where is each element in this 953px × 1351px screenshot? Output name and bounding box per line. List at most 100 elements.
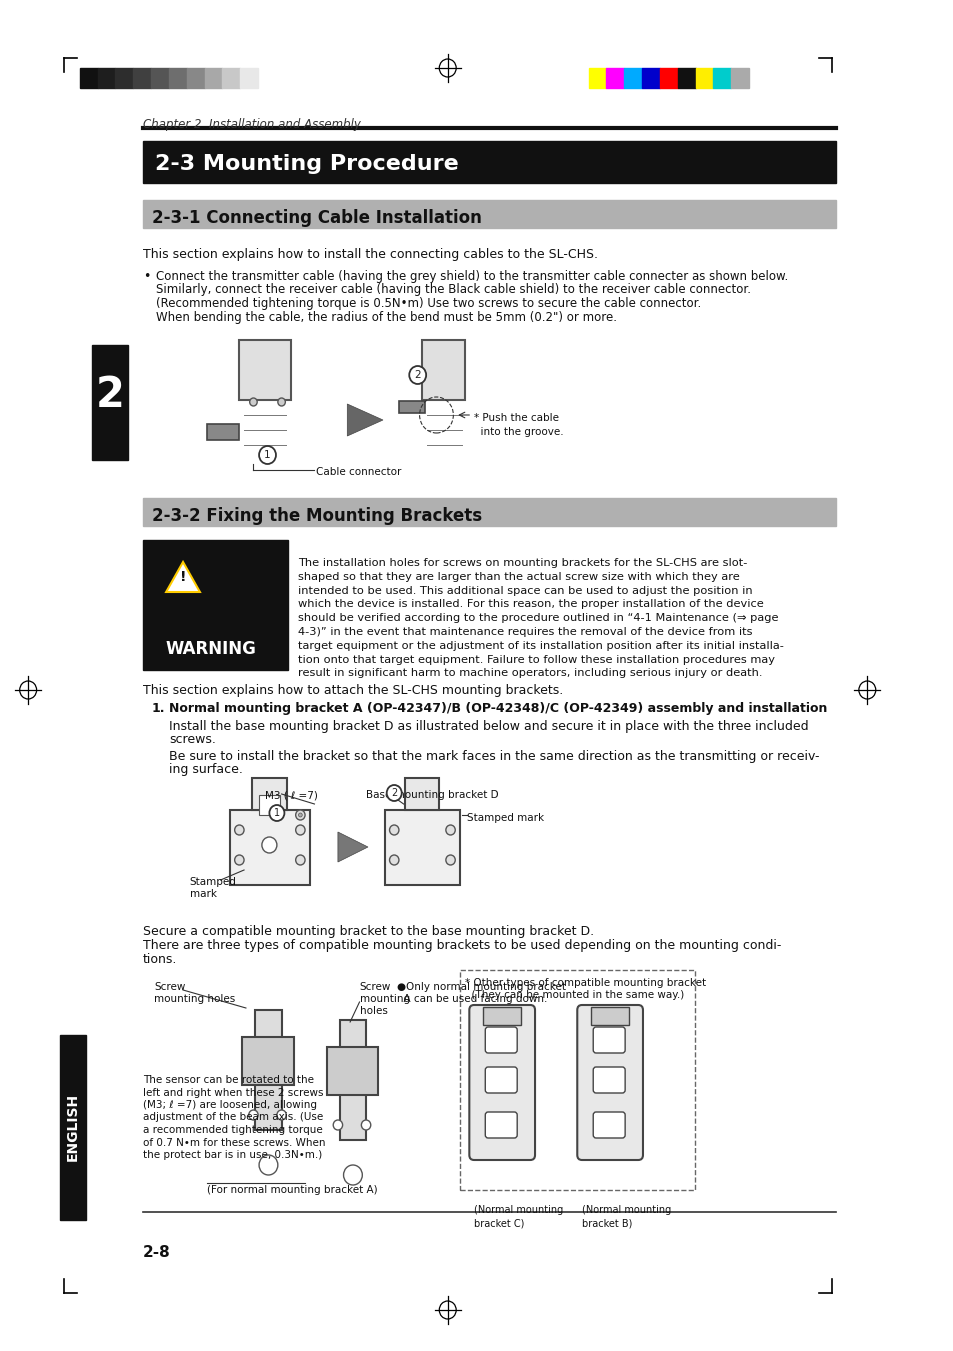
Text: (M3; ℓ =7) are loosened, allowing: (M3; ℓ =7) are loosened, allowing [143,1100,316,1111]
Circle shape [386,785,401,801]
Text: 2: 2 [95,374,124,416]
Text: bracket B): bracket B) [581,1219,632,1228]
FancyBboxPatch shape [485,1067,517,1093]
Circle shape [389,855,398,865]
Circle shape [295,855,305,865]
Bar [91,345,128,459]
Bar [591,1006,628,1025]
Text: ●Only normal mounting bracket: ●Only normal mounting bracket [396,982,565,992]
Polygon shape [347,404,382,436]
Bar [339,1020,366,1140]
Circle shape [295,825,305,835]
Circle shape [234,825,244,835]
Bar [206,424,239,440]
Text: 2-8: 2-8 [143,1246,171,1260]
Text: There are three types of compatible mounting brackets to be used depending on th: There are three types of compatible moun… [143,939,781,952]
Bar [97,68,115,88]
Circle shape [409,366,426,384]
Text: a recommended tightening torque: a recommended tightening torque [143,1125,322,1135]
Text: Similarly, connect the receiver cable (having the Black cable shield) to the rec: Similarly, connect the receiver cable (h… [155,284,750,296]
Text: 2: 2 [391,788,397,798]
Bar [222,68,240,88]
Text: The installation holes for screws on mounting brackets for the SL-CHS are slot-: The installation holes for screws on mou… [298,558,747,567]
Text: tion onto that target equipment. Failure to follow these installation procedures: tion onto that target equipment. Failure… [298,655,775,665]
Bar [239,340,291,400]
Text: Install the base mounting bracket D as illustrated below and secure it in place : Install the base mounting bracket D as i… [169,720,808,734]
Text: holes: holes [359,1006,387,1016]
Text: ing surface.: ing surface. [169,763,243,775]
Circle shape [445,825,455,835]
Text: Secure a compatible mounting bracket to the base mounting bracket D.: Secure a compatible mounting bracket to … [143,925,593,938]
Circle shape [295,811,305,820]
Circle shape [234,855,244,865]
Text: Chapter 2  Installation and Assembly: Chapter 2 Installation and Assembly [143,118,360,131]
Bar [204,68,222,88]
Circle shape [389,825,398,835]
Bar [459,970,694,1190]
Text: Screw: Screw [359,982,391,992]
Circle shape [361,1120,371,1129]
Text: into the groove.: into the groove. [474,427,563,436]
Text: mark: mark [190,889,216,898]
Text: WARNING: WARNING [166,640,256,658]
Bar [259,794,279,815]
Text: of 0.7 N•m for these screws. When: of 0.7 N•m for these screws. When [143,1138,325,1147]
FancyBboxPatch shape [469,1005,535,1161]
Text: ENGLISH: ENGLISH [66,1093,80,1161]
Text: 2-3 Mounting Procedure: 2-3 Mounting Procedure [154,154,458,174]
Text: M3 ( ℓ =7): M3 ( ℓ =7) [264,790,317,800]
Circle shape [298,813,302,817]
Text: left and right when these 2 screws: left and right when these 2 screws [143,1088,323,1097]
FancyBboxPatch shape [485,1112,517,1138]
Text: mounting holes: mounting holes [153,994,235,1004]
Text: tions.: tions. [143,952,177,966]
Bar [169,68,187,88]
FancyBboxPatch shape [577,1005,642,1161]
Text: target equipment or the adjustment of its installation position after its initia: target equipment or the adjustment of it… [298,640,783,651]
Bar [677,68,695,88]
Text: Stamped mark: Stamped mark [467,813,544,823]
Bar [623,68,641,88]
Text: This section explains how to install the connecting cables to the SL-CHS.: This section explains how to install the… [143,249,597,261]
Text: 1.: 1. [152,703,166,715]
Text: !: ! [179,570,186,584]
Bar [240,68,258,88]
Polygon shape [337,832,368,862]
Bar [60,1035,87,1220]
Circle shape [343,1165,362,1185]
Text: bracket C): bracket C) [474,1219,524,1228]
Bar [187,68,204,88]
Bar [252,778,287,811]
Text: 1: 1 [264,450,271,459]
Circle shape [259,1155,277,1175]
Circle shape [269,805,284,821]
Circle shape [262,838,276,852]
Bar [230,811,310,885]
Text: 1: 1 [274,808,279,817]
Text: 2-3-1 Connecting Cable Installation: 2-3-1 Connecting Cable Installation [152,209,481,227]
Bar [422,340,464,400]
Bar [143,141,836,182]
Text: Normal mounting bracket A (OP-42347)/B (OP-42348)/C (OP-42349) assembly and inst: Normal mounting bracket A (OP-42347)/B (… [169,703,826,715]
Circle shape [333,1120,342,1129]
Bar [730,68,748,88]
Text: * Push the cable: * Push the cable [474,413,558,423]
Bar [606,68,623,88]
Text: intended to be used. This additional space can be used to adjust the position in: intended to be used. This additional spa… [298,585,752,596]
Bar [242,1038,294,1085]
Bar [483,1006,520,1025]
Text: •: • [143,270,150,282]
Bar [641,68,659,88]
Text: 2-3-2 Fixing the Mounting Brackets: 2-3-2 Fixing the Mounting Brackets [152,507,481,526]
Bar [143,499,836,526]
Text: This section explains how to attach the SL-CHS mounting brackets.: This section explains how to attach the … [143,684,562,697]
Bar [143,540,288,670]
FancyBboxPatch shape [593,1027,624,1052]
Text: mounting: mounting [359,994,409,1004]
Bar [713,68,730,88]
Circle shape [250,399,257,407]
FancyBboxPatch shape [593,1067,624,1093]
Bar [405,778,438,811]
Bar [326,1047,378,1096]
Text: Stamped: Stamped [190,877,236,888]
